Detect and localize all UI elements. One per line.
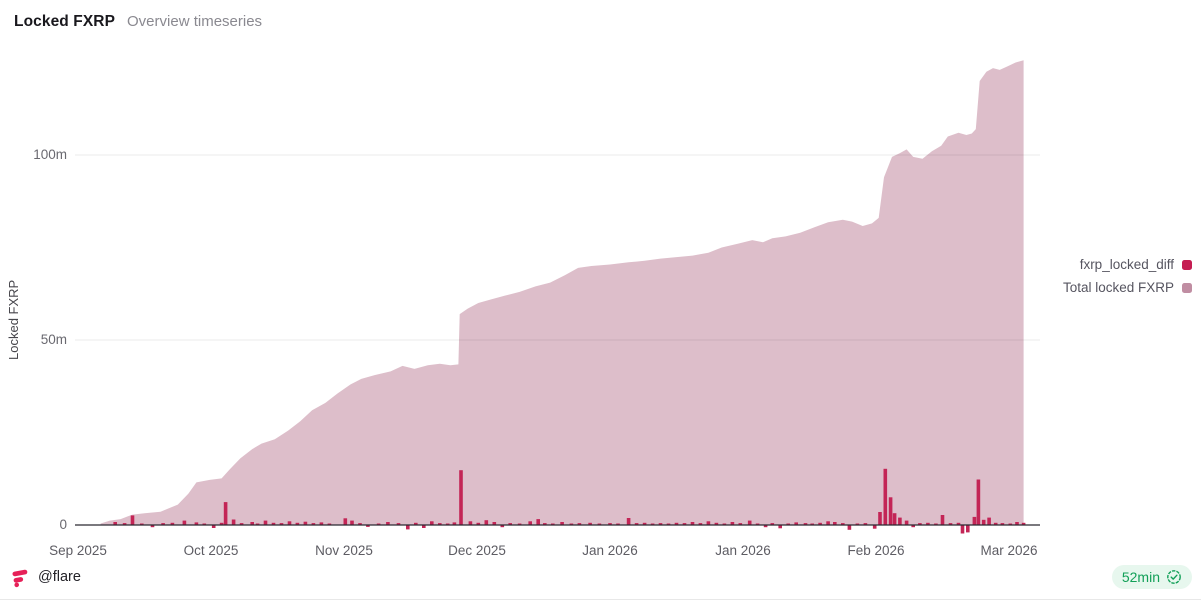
x-tick-label: Jan 2026: [715, 543, 771, 558]
x-tick-label: Sep 2025: [49, 543, 107, 558]
footer: @flare 52min: [0, 561, 1201, 599]
x-tick-label: Jan 2026: [582, 543, 638, 558]
legend-label-diff: fxrp_locked_diff: [1079, 257, 1174, 272]
legend-marker-diff-icon: [1182, 259, 1192, 270]
y-tick-label: 50m: [40, 332, 67, 347]
x-tick-label: Oct 2025: [183, 543, 239, 558]
page-subtitle: Overview timeseries: [127, 13, 263, 30]
x-tick-label: Nov 2025: [315, 543, 373, 558]
x-tick-label: Mar 2026: [980, 543, 1038, 558]
author-link[interactable]: @flare: [10, 567, 81, 588]
y-tick-label: 0: [59, 517, 67, 532]
legend-item[interactable]: Total locked FXRP: [1063, 280, 1192, 295]
y-tick-label: 100m: [33, 147, 67, 162]
titlebar: Locked FXRP Overview timeseries: [14, 13, 262, 31]
legend-label-total: Total locked FXRP: [1062, 280, 1174, 295]
x-tick-label: Feb 2026: [847, 543, 905, 558]
legend-item[interactable]: fxrp_locked_diff: [1080, 257, 1192, 272]
page-title: Locked FXRP: [14, 13, 116, 30]
author-name: @flare: [38, 569, 81, 585]
chart-legend: fxrp_locked_diff Total locked FXRP: [1063, 257, 1192, 295]
verified-icon: [1167, 570, 1181, 584]
freshness-badge[interactable]: 52min: [1111, 565, 1192, 589]
x-tick-label: Dec 2025: [448, 543, 506, 558]
legend-marker-total-icon: [1182, 282, 1192, 293]
flare-logo-icon: [12, 569, 28, 587]
freshness-text: 52min: [1121, 569, 1160, 585]
